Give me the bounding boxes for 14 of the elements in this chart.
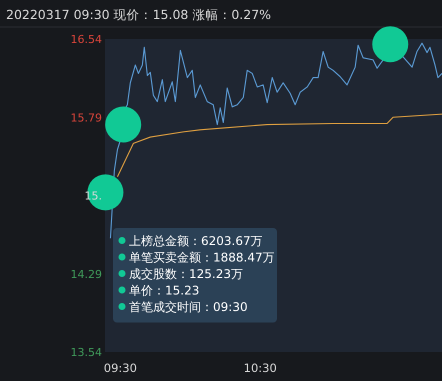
annotation: 成交股数：125.23万 xyxy=(129,267,243,281)
point xyxy=(105,106,142,143)
chart-title: 20220317 09:30 现价：15.08 涨幅：0.27% xyxy=(6,7,272,22)
point xyxy=(372,26,408,62)
y-tick-label: 14.29 xyxy=(70,268,102,281)
y-tick-label: 15.79 xyxy=(70,111,102,124)
annotation: 首笔成交时间：09:30 xyxy=(129,300,248,314)
y-tick-label: 16.54 xyxy=(70,33,102,46)
annotation: 单笔买卖金额：1888.47万 xyxy=(129,250,275,264)
y-tick-label: 13.54 xyxy=(70,346,102,359)
x-tick-label: 09:30 xyxy=(104,361,137,375)
annotation: 单价：15.23 xyxy=(129,284,200,298)
annotation: 上榜总金额：6203.67万 xyxy=(129,234,263,248)
x-tick-label: 10:30 xyxy=(244,361,277,375)
